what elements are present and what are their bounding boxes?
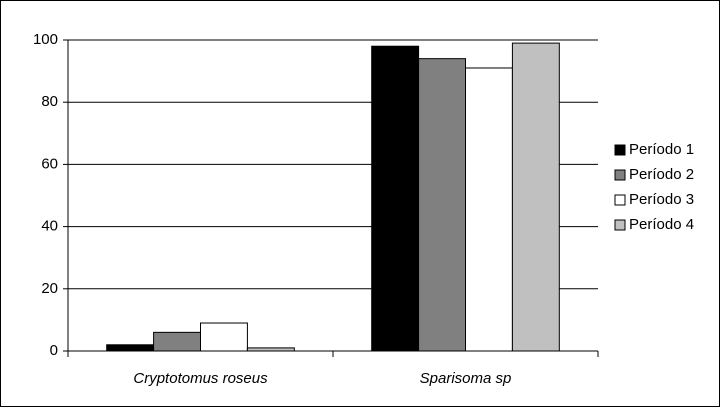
- y-tick-label: 40: [41, 218, 58, 235]
- bar: [511, 42, 560, 352]
- legend-label: Período 2: [629, 166, 694, 183]
- legend-swatch: [614, 194, 626, 206]
- bar: [153, 331, 201, 352]
- bar: [200, 322, 248, 352]
- legend-swatch: [614, 144, 626, 156]
- legend-label: Período 3: [629, 191, 694, 208]
- x-tick-label: Cryptotomus roseus: [133, 370, 268, 387]
- bar: [418, 58, 466, 352]
- legend-swatch: [614, 219, 626, 231]
- x-tick-label: Sparisoma sp: [420, 370, 512, 387]
- y-tick-label: 0: [50, 342, 58, 359]
- y-tick-label: 20: [41, 280, 58, 297]
- y-tick-label: 100: [33, 31, 58, 48]
- y-tick-label: 80: [41, 93, 58, 110]
- bar: [106, 344, 155, 352]
- legend-label: Período 4: [629, 216, 694, 233]
- legend-label: Período 1: [629, 141, 694, 158]
- bar: [371, 45, 420, 352]
- bar: [465, 67, 513, 352]
- y-tick-label: 60: [41, 155, 58, 172]
- legend-swatch: [614, 169, 626, 181]
